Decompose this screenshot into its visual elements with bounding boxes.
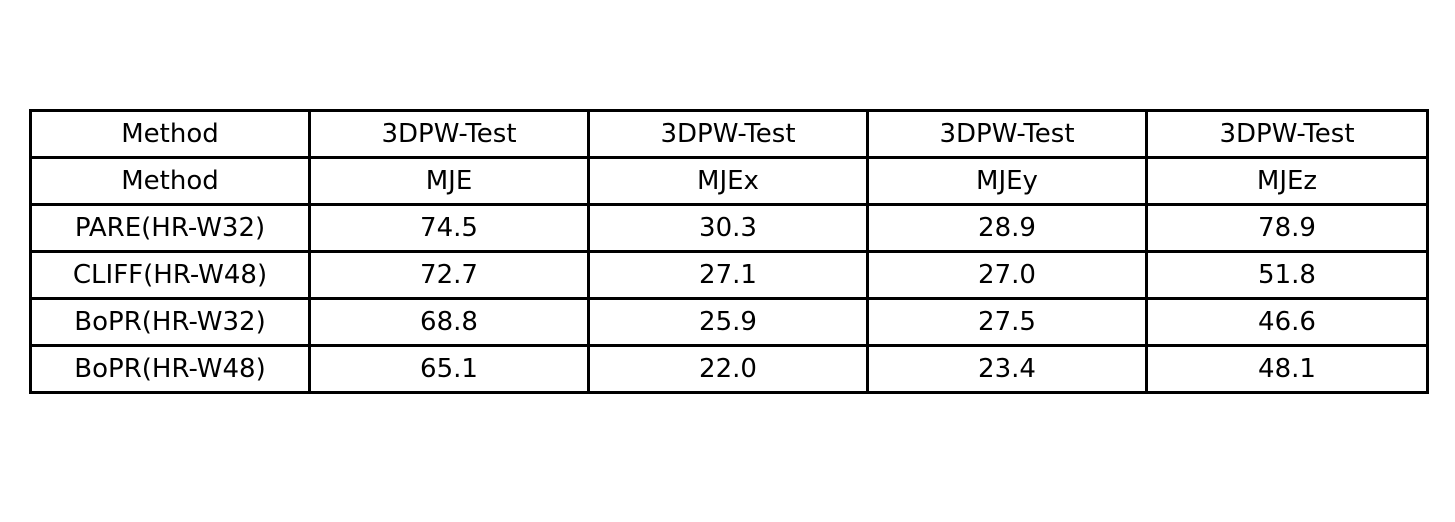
header-cell: MJE bbox=[308, 156, 590, 206]
table-row: PARE(HR-W32) 74.5 30.3 28.9 78.9 bbox=[29, 203, 1429, 253]
header-cell: MJEz bbox=[1145, 156, 1429, 206]
table-cell: 51.8 bbox=[1145, 250, 1429, 300]
header-cell: 3DPW-Test bbox=[866, 109, 1148, 159]
results-table: Method 3DPW-Test 3DPW-Test 3DPW-Test 3DPW-Te… bbox=[29, 109, 1429, 394]
header-cell: 3DPW-Test bbox=[587, 109, 869, 159]
table-cell: 25.9 bbox=[587, 297, 869, 347]
table-body: Method 3DPW-Test 3DPW-Test 3DPW-Test 3DPW-Te… bbox=[29, 109, 1429, 394]
table-cell: 72.7 bbox=[308, 250, 590, 300]
table-cell: 68.8 bbox=[308, 297, 590, 347]
table-cell: 74.5 bbox=[308, 203, 590, 253]
header-cell: 3DPW-Test bbox=[308, 109, 590, 159]
table-cell: 23.4 bbox=[866, 344, 1148, 394]
header-cell: MJEy bbox=[866, 156, 1148, 206]
table-row: CLIFF(HR-W48) 72.7 27.1 27.0 51.8 bbox=[29, 250, 1429, 300]
table-cell: BoPR(HR-W48) bbox=[29, 344, 311, 394]
header-cell: MJEx bbox=[587, 156, 869, 206]
table-cell: 27.0 bbox=[866, 250, 1148, 300]
table-cell: 78.9 bbox=[1145, 203, 1429, 253]
table-cell: 27.1 bbox=[587, 250, 869, 300]
table-cell: CLIFF(HR-W48) bbox=[29, 250, 311, 300]
header-row: Method 3DPW-Test 3DPW-Test 3DPW-Test 3DPW-Te… bbox=[29, 109, 1429, 159]
table-cell: 28.9 bbox=[866, 203, 1148, 253]
header-cell: 3DPW-Test bbox=[1145, 109, 1429, 159]
header-cell: Method bbox=[29, 156, 311, 206]
table-cell: 30.3 bbox=[587, 203, 869, 253]
table-row: BoPR(HR-W48) 65.1 22.0 23.4 48.1 bbox=[29, 344, 1429, 394]
table-row: BoPR(HR-W32) 68.8 25.9 27.5 46.6 bbox=[29, 297, 1429, 347]
table-cell: 27.5 bbox=[866, 297, 1148, 347]
table-cell: BoPR(HR-W32) bbox=[29, 297, 311, 347]
table-cell: PARE(HR-W32) bbox=[29, 203, 311, 253]
table-cell: 22.0 bbox=[587, 344, 869, 394]
table-cell: 48.1 bbox=[1145, 344, 1429, 394]
table-cell: 46.6 bbox=[1145, 297, 1429, 347]
table-cell: 65.1 bbox=[308, 344, 590, 394]
header-row: Method MJE MJEx MJEy MJEz bbox=[29, 156, 1429, 206]
header-cell: Method bbox=[29, 109, 311, 159]
